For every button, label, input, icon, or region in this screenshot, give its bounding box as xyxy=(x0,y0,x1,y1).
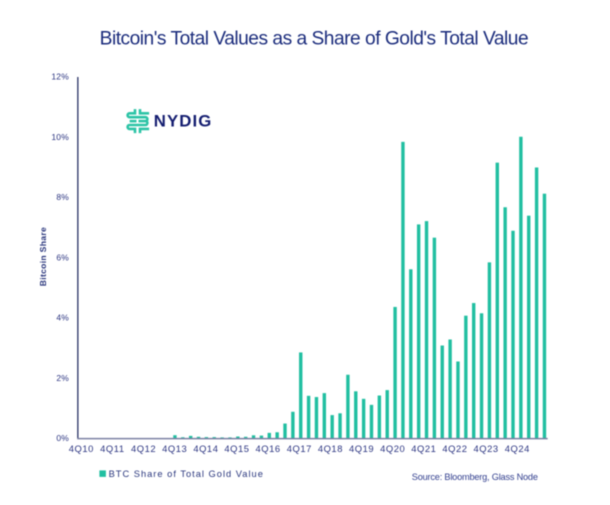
svg-text:4Q10: 4Q10 xyxy=(69,443,94,454)
svg-text:4Q14: 4Q14 xyxy=(193,443,218,454)
svg-text:Source: Bloomberg, Glass Node: Source: Bloomberg, Glass Node xyxy=(412,472,538,482)
svg-text:4Q24: 4Q24 xyxy=(505,443,530,454)
svg-text:NYDIG: NYDIG xyxy=(154,112,213,131)
svg-text:4Q11: 4Q11 xyxy=(100,443,124,454)
svg-text:4Q19: 4Q19 xyxy=(349,443,374,454)
svg-text:4%: 4% xyxy=(56,313,69,323)
svg-text:4Q13: 4Q13 xyxy=(162,443,187,454)
svg-text:4Q12: 4Q12 xyxy=(131,443,156,454)
svg-text:2%: 2% xyxy=(56,373,69,383)
svg-text:4Q17: 4Q17 xyxy=(287,443,312,454)
svg-text:10%: 10% xyxy=(51,132,69,142)
svg-text:4Q16: 4Q16 xyxy=(256,443,281,454)
svg-text:0%: 0% xyxy=(56,433,69,443)
svg-text:Bitcoin Share: Bitcoin Share xyxy=(38,227,48,286)
svg-text:4Q15: 4Q15 xyxy=(224,443,249,454)
svg-text:4Q23: 4Q23 xyxy=(474,443,499,454)
svg-text:8%: 8% xyxy=(56,192,69,202)
svg-text:12%: 12% xyxy=(51,72,69,82)
svg-text:Bitcoin's Total Values as a Sh: Bitcoin's Total Values as a Share of Gol… xyxy=(100,28,529,49)
svg-text:6%: 6% xyxy=(56,253,69,263)
svg-text:4Q22: 4Q22 xyxy=(442,443,467,454)
svg-text:4Q21: 4Q21 xyxy=(411,443,436,454)
svg-text:BTC Share of Total Gold Value: BTC Share of Total Gold Value xyxy=(109,469,264,479)
svg-text:4Q18: 4Q18 xyxy=(318,443,343,454)
svg-text:4Q20: 4Q20 xyxy=(380,443,405,454)
